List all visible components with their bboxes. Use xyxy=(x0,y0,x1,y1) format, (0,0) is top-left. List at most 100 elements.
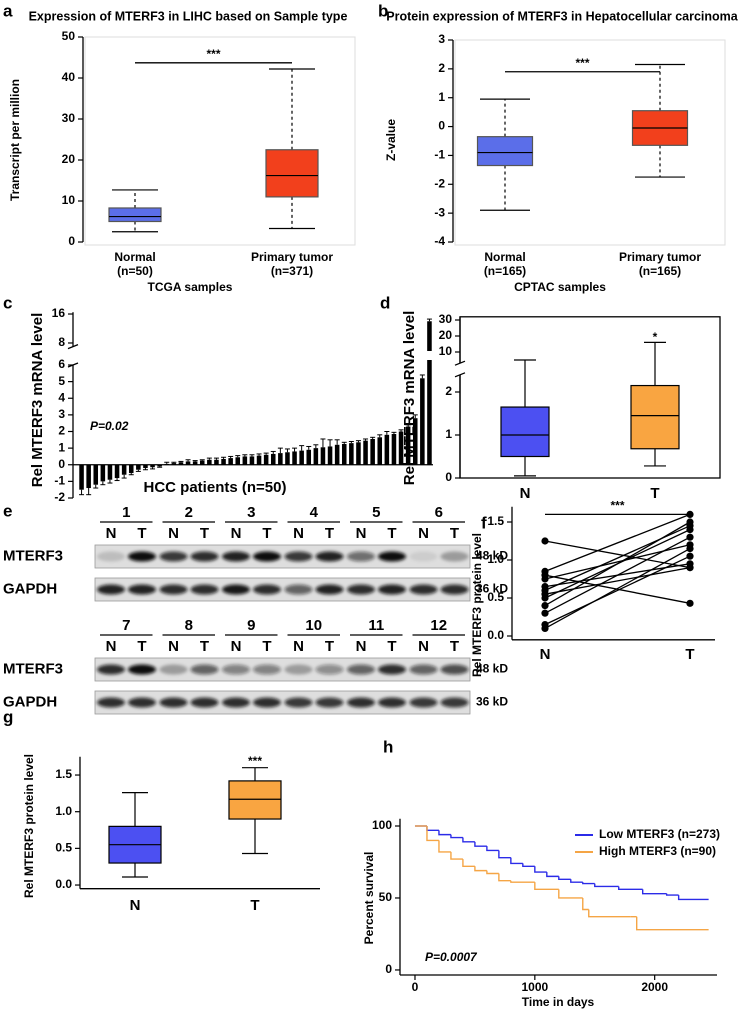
survival-step xyxy=(582,897,589,911)
y-tick-label: 0 xyxy=(68,234,75,248)
band xyxy=(284,584,313,595)
survival-step xyxy=(486,870,499,875)
bar xyxy=(199,460,205,465)
survival-step xyxy=(426,825,439,832)
y-tick-label: 2 xyxy=(445,384,452,398)
band xyxy=(253,551,281,562)
group-label: 9 xyxy=(247,617,255,634)
band xyxy=(409,697,438,708)
band xyxy=(253,697,281,708)
band xyxy=(97,584,125,595)
survival-step xyxy=(558,889,583,899)
survival-step xyxy=(510,880,535,883)
band xyxy=(190,697,219,708)
band xyxy=(284,551,313,562)
y-tick-label: 2 xyxy=(438,61,445,75)
x-tick-label: Primary tumor xyxy=(619,250,701,264)
x-tick-label: 0 xyxy=(412,980,419,994)
band xyxy=(222,697,250,708)
point xyxy=(686,564,694,572)
axis-break-gap xyxy=(75,351,435,360)
survival-step xyxy=(426,825,439,842)
pair-line xyxy=(544,566,691,595)
bar xyxy=(292,451,297,465)
lane-label: T xyxy=(325,638,334,655)
band xyxy=(253,584,281,595)
bar xyxy=(185,461,191,465)
x-tick-label: 2000 xyxy=(641,980,668,994)
x-tick-label: T xyxy=(685,646,694,663)
group-label: 8 xyxy=(185,617,193,634)
pair-line xyxy=(544,540,691,569)
bar xyxy=(79,464,84,490)
box xyxy=(630,384,680,450)
band xyxy=(378,551,406,562)
pair-line xyxy=(544,548,691,629)
p-value: P=0.0007 xyxy=(425,950,478,964)
significance-label: *** xyxy=(610,499,624,513)
lane-label: N xyxy=(293,638,304,655)
y-tick-label: 0.5 xyxy=(487,590,504,604)
axis-break-gap xyxy=(70,346,76,365)
band xyxy=(97,551,125,562)
bar xyxy=(221,458,226,465)
lane-label: N xyxy=(418,525,429,542)
x-tick-label: T xyxy=(650,485,659,502)
axis-break xyxy=(454,360,466,366)
panel-letter: f xyxy=(481,513,487,532)
point xyxy=(686,533,694,541)
group-label: 3 xyxy=(247,504,255,521)
legend-label: High MTERF3 (n=90) xyxy=(599,844,716,858)
y-axis-label: Percent survival xyxy=(362,852,376,945)
bar xyxy=(263,454,269,465)
y-axis-label: Z-value xyxy=(384,119,398,161)
y-tick-label: -4 xyxy=(434,234,445,248)
band xyxy=(409,664,438,675)
bar xyxy=(384,434,390,465)
y-tick-label: 0.0 xyxy=(55,877,72,891)
y-tick-label: 20 xyxy=(439,328,453,342)
y-tick-label: 5 xyxy=(58,374,65,388)
survival-step xyxy=(522,863,535,868)
group-label: 2 xyxy=(185,504,193,521)
point xyxy=(686,522,694,530)
band xyxy=(347,664,375,675)
size-label: 36 kD xyxy=(476,695,508,709)
bar xyxy=(192,461,198,465)
significance-label: *** xyxy=(575,56,589,70)
y-tick-label: 1 xyxy=(438,90,445,104)
y-tick-label: -2 xyxy=(434,176,445,190)
group-label: 10 xyxy=(305,617,322,634)
y-tick-label: 50 xyxy=(62,29,76,43)
panel-letter: d xyxy=(380,293,390,312)
size-label: 36 kD xyxy=(476,582,508,596)
survival-step xyxy=(534,882,559,891)
bar xyxy=(285,452,290,465)
group-label: 6 xyxy=(435,504,443,521)
bar xyxy=(427,321,432,465)
bar xyxy=(363,440,368,465)
bar xyxy=(136,464,141,470)
point xyxy=(541,621,549,629)
bar xyxy=(327,446,333,465)
bar xyxy=(313,448,319,465)
y-tick-label: 6 xyxy=(58,357,65,371)
bar xyxy=(306,449,312,465)
legend-label: Low MTERF3 (n=273) xyxy=(599,827,720,841)
band xyxy=(97,697,125,708)
pair-line xyxy=(544,563,691,588)
axis-break xyxy=(454,372,466,378)
lane-label: N xyxy=(418,638,429,655)
box xyxy=(108,207,162,223)
y-tick-label: 0 xyxy=(58,457,65,471)
band xyxy=(190,551,219,562)
lane-label: T xyxy=(262,525,271,542)
y-tick-label: 1.5 xyxy=(55,767,72,781)
protein-label: GAPDH xyxy=(3,693,57,710)
y-tick-label: 4 xyxy=(58,390,65,404)
lane-label: T xyxy=(387,525,396,542)
survival-step xyxy=(618,886,643,891)
band xyxy=(347,697,375,708)
y-tick-label: 30 xyxy=(62,111,76,125)
survival-step xyxy=(438,840,451,853)
